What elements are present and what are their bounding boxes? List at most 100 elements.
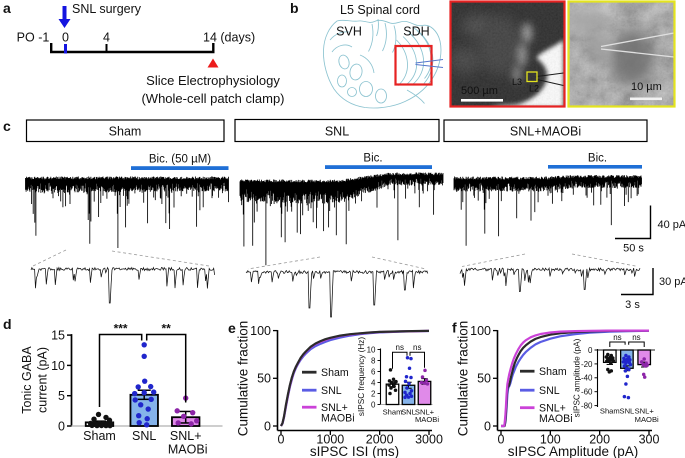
data-point bbox=[403, 395, 407, 400]
data-point bbox=[404, 374, 409, 379]
data-point bbox=[611, 359, 616, 363]
data-point bbox=[142, 378, 148, 384]
group-title-snl: SNL bbox=[325, 125, 349, 139]
funnel-line bbox=[247, 256, 321, 270]
y-axis-title: sIPSC frequency (Hz) bbox=[357, 337, 366, 416]
micrograph2-border bbox=[567, 0, 676, 108]
data-point bbox=[409, 375, 413, 380]
funnel-line bbox=[571, 253, 639, 267]
funnel-line bbox=[371, 256, 427, 270]
panel-e-letter: e bbox=[228, 320, 236, 336]
y-tick-label: 0 bbox=[58, 420, 65, 434]
sig-bracket bbox=[98, 333, 143, 407]
data-point bbox=[392, 384, 396, 389]
category-label: SNL bbox=[401, 408, 416, 417]
recording-marker-icon bbox=[207, 58, 219, 68]
y-tick-label: 8 bbox=[371, 356, 376, 365]
data-point bbox=[132, 397, 138, 403]
group-title-sham: Sham bbox=[109, 125, 142, 139]
schematic-pipette-icon bbox=[415, 59, 444, 68]
funnel-line bbox=[111, 250, 210, 267]
recording-site-box bbox=[526, 71, 538, 83]
panel-d-letter: d bbox=[3, 316, 12, 332]
category-label: SNL bbox=[132, 429, 156, 443]
y-tick-label: 5 bbox=[58, 389, 65, 403]
event-label-line2: (Whole-cell patch clamp) bbox=[141, 91, 284, 106]
data-point bbox=[181, 413, 187, 420]
svh-label: SVH bbox=[336, 25, 362, 39]
data-point bbox=[643, 364, 647, 368]
data-point bbox=[107, 422, 113, 429]
y-tick-label: 15 bbox=[51, 329, 65, 343]
timeline: PO -1 0 4 14 (days) bbox=[17, 31, 255, 54]
x-tick-label: 0 bbox=[278, 433, 285, 447]
data-point bbox=[626, 395, 631, 400]
y-tick-label: 0 bbox=[484, 419, 491, 433]
y-tick-label: 2 bbox=[371, 389, 376, 398]
panel-c-letter: c bbox=[3, 118, 11, 134]
funnel-line bbox=[461, 253, 526, 267]
legend-label: SNL bbox=[539, 385, 560, 397]
cell-body bbox=[587, 33, 613, 63]
event-label-line1: Slice Electrophysiology bbox=[146, 73, 280, 88]
sig-bracket bbox=[392, 351, 408, 369]
l3-label: L3 bbox=[512, 77, 522, 87]
micrograph2-scale-label: 10 µm bbox=[631, 81, 662, 93]
data-point bbox=[642, 357, 646, 361]
category-label: SNL bbox=[620, 407, 635, 416]
data-point bbox=[141, 353, 147, 360]
data-point bbox=[609, 361, 613, 365]
group-box-snl-maobi bbox=[443, 119, 648, 143]
data-point bbox=[393, 388, 398, 392]
panel-b-letter: b bbox=[290, 0, 299, 16]
category-label: MAOBi bbox=[168, 443, 208, 457]
data-point bbox=[98, 422, 105, 429]
zoom-connector-lines bbox=[32, 249, 639, 270]
sig-label: ns bbox=[613, 333, 621, 342]
legend-label: Sham bbox=[539, 366, 567, 378]
pipette-line-lower bbox=[600, 48, 674, 58]
legend-label: MAOBi bbox=[539, 413, 573, 425]
data-point bbox=[403, 379, 408, 384]
legend-label: Sham bbox=[321, 367, 349, 379]
data-point bbox=[624, 382, 628, 386]
legend-label: SNL bbox=[321, 385, 342, 397]
y-tick-label: 50 bbox=[257, 372, 271, 386]
data-point bbox=[624, 353, 628, 358]
data-point bbox=[389, 380, 394, 385]
amplitude-inset-chart: 0 -20 -40 -60 -80 Sham SNL SNL+MAOBi ns ns sIPSC a… bbox=[573, 333, 660, 424]
snl-surgery-label: SNL surgery bbox=[72, 2, 142, 16]
panel-a-letter: a bbox=[3, 0, 11, 16]
data-point bbox=[138, 402, 144, 408]
data-point bbox=[148, 383, 154, 390]
cdf-curve-Sham bbox=[280, 329, 430, 427]
group-box-snl bbox=[234, 118, 440, 143]
bic-bar-sham bbox=[131, 166, 229, 170]
data-point bbox=[188, 421, 194, 427]
data-point bbox=[135, 384, 141, 390]
legend-label: MAOBi bbox=[321, 413, 355, 425]
data-point bbox=[144, 416, 150, 422]
data-point bbox=[624, 361, 628, 365]
data-point bbox=[409, 389, 414, 393]
data-point bbox=[91, 416, 97, 422]
bic-label-snl-maobi: Bic. bbox=[588, 153, 607, 165]
y-axis-title: current (pA) bbox=[36, 347, 50, 413]
data-point bbox=[103, 422, 109, 429]
current-traces bbox=[25, 172, 642, 266]
data-point bbox=[407, 366, 412, 370]
data-point bbox=[175, 420, 181, 426]
data-point bbox=[136, 419, 142, 426]
data-point bbox=[409, 356, 413, 361]
data-point bbox=[89, 422, 95, 429]
panel-c: c Sham SNL SNL+MAOBi Bic. (50 µM) Bic. B… bbox=[3, 118, 685, 318]
data-point bbox=[409, 394, 414, 398]
data-point bbox=[144, 422, 150, 428]
y-axis-title: Tonic GABA bbox=[20, 346, 34, 414]
data-point bbox=[424, 378, 429, 383]
data-point bbox=[605, 359, 609, 363]
y-tick-label: 6 bbox=[371, 367, 376, 376]
data-point bbox=[145, 406, 151, 412]
electrode-line-lower bbox=[536, 78, 564, 87]
